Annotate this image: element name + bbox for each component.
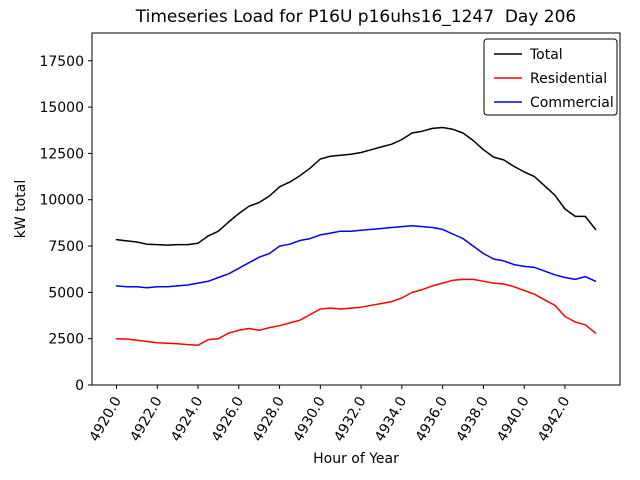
x-tick-label: 4942.0 (535, 394, 573, 444)
x-tick-label: 4936.0 (413, 394, 451, 444)
series-line-total (115, 126, 597, 246)
x-tick-label: 4920.0 (87, 394, 125, 444)
x-axis-label: Hour of Year (313, 451, 399, 467)
y-tick-label: 12500 (39, 146, 84, 162)
x-tick-label: 4938.0 (454, 394, 492, 444)
plot-frame (91, 32, 621, 386)
y-tick-label: 0 (75, 378, 84, 394)
y-tick-label: 2500 (48, 332, 84, 348)
legend-label-total: Total (529, 47, 563, 63)
y-tick-label: 10000 (39, 193, 84, 209)
legend-label-residential: Residential (530, 71, 607, 87)
x-tick-label: 4922.0 (127, 394, 165, 444)
series-line-commercial (115, 224, 597, 289)
y-tick-label: 7500 (48, 239, 84, 255)
x-tick-label: 4940.0 (494, 394, 532, 444)
x-tick-label: 4924.0 (168, 394, 206, 444)
legend-label-commercial: Commercial (530, 95, 614, 111)
legend: Total Residential Commercial (483, 38, 618, 116)
y-tick-label: 15000 (39, 100, 84, 116)
x-tick-label: 4930.0 (290, 394, 328, 444)
legend-box (483, 38, 618, 116)
series-layer (115, 126, 597, 346)
series-line-residential (115, 278, 597, 346)
y-tick-label: 5000 (48, 285, 84, 301)
y-tick-label: 17500 (39, 54, 84, 70)
y-axis-label: kW total (13, 180, 29, 238)
x-tick-label: 4932.0 (331, 394, 369, 444)
x-tick-label: 4926.0 (209, 394, 247, 444)
x-tick-label: 4934.0 (372, 394, 410, 444)
x-tick-label: 4928.0 (250, 394, 288, 444)
chart-title: Timeseries Load for P16U p16uhs16_1247 D… (135, 7, 577, 27)
